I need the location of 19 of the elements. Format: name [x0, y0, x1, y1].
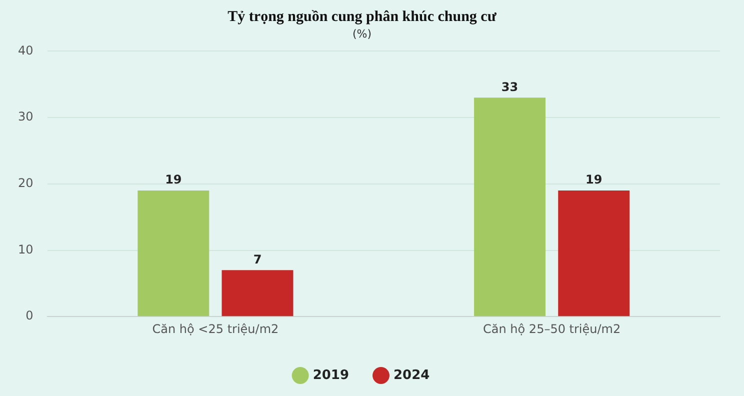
bar — [222, 270, 294, 316]
bar — [558, 190, 630, 316]
data-label: 19 — [165, 172, 182, 187]
y-tick-label: 20 — [18, 176, 34, 190]
data-label: 19 — [586, 172, 602, 187]
legend-label: 2019 — [312, 368, 350, 383]
x-tick-label: Căn hộ 25–50 triệu/m2 — [483, 322, 621, 336]
x-tick-label: Căn hộ <25 triệu/m2 — [152, 322, 279, 336]
data-label: 7 — [253, 252, 262, 266]
bar — [138, 190, 210, 316]
data-label: 33 — [501, 80, 518, 94]
y-tick-label: 40 — [18, 43, 34, 58]
y-tick-label: 10 — [18, 242, 34, 256]
y-tick-label: 30 — [18, 110, 34, 124]
chart-subtitle: (%) — [352, 27, 372, 40]
bar — [474, 98, 546, 316]
y-tick-label: 0 — [26, 308, 34, 323]
legend-label: 2024 — [394, 368, 430, 383]
chart-title: Tỷ trọng nguồn cung phân khúc chung cư — [228, 8, 498, 25]
